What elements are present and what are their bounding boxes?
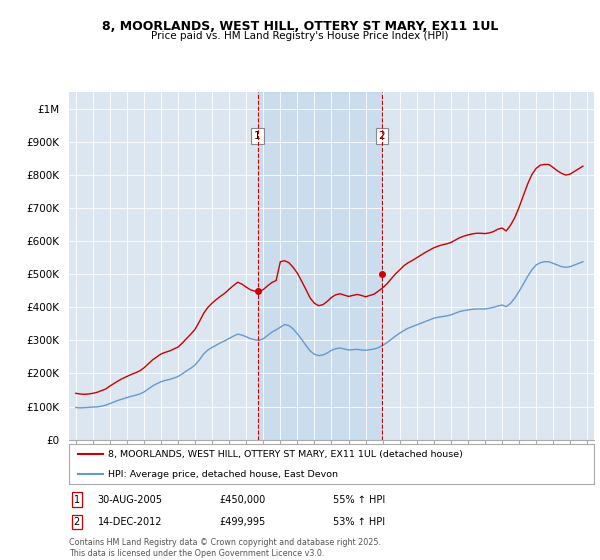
Text: £499,995: £499,995 — [219, 517, 265, 527]
Text: 55% ↑ HPI: 55% ↑ HPI — [333, 494, 385, 505]
Text: 8, MOORLANDS, WEST HILL, OTTERY ST MARY, EX11 1UL (detached house): 8, MOORLANDS, WEST HILL, OTTERY ST MARY,… — [109, 450, 463, 459]
Text: 2: 2 — [74, 517, 80, 527]
Bar — [257, 92, 382, 440]
Text: 14-DEC-2012: 14-DEC-2012 — [98, 517, 162, 527]
Text: 1: 1 — [254, 131, 261, 141]
Text: 2: 2 — [379, 131, 385, 141]
Text: 8, MOORLANDS, WEST HILL, OTTERY ST MARY, EX11 1UL: 8, MOORLANDS, WEST HILL, OTTERY ST MARY,… — [102, 20, 498, 32]
Text: 53% ↑ HPI: 53% ↑ HPI — [333, 517, 385, 527]
Text: Contains HM Land Registry data © Crown copyright and database right 2025.
This d: Contains HM Land Registry data © Crown c… — [69, 538, 381, 558]
Text: £450,000: £450,000 — [219, 494, 265, 505]
Text: Price paid vs. HM Land Registry's House Price Index (HPI): Price paid vs. HM Land Registry's House … — [151, 31, 449, 41]
Text: 30-AUG-2005: 30-AUG-2005 — [98, 494, 163, 505]
Text: HPI: Average price, detached house, East Devon: HPI: Average price, detached house, East… — [109, 470, 338, 479]
Text: 1: 1 — [74, 494, 80, 505]
